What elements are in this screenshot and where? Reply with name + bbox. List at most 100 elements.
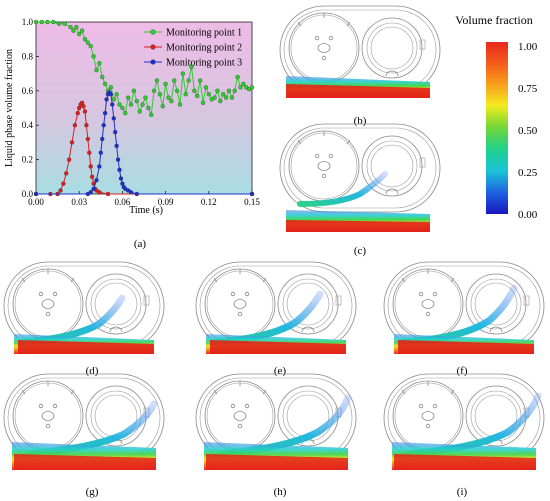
data-point	[82, 37, 88, 42]
y-tick-label: 0.8	[22, 51, 34, 61]
y-tick-label: 0.2	[22, 155, 33, 165]
data-point	[186, 78, 191, 83]
panel-d-simulation: (d)	[3, 261, 165, 377]
data-point	[102, 81, 108, 87]
data-point	[108, 85, 114, 90]
panel-label-c: (c)	[354, 245, 367, 257]
data-point	[206, 92, 211, 97]
y-axis-title: Liquid phase volume fraction	[4, 49, 15, 167]
data-point	[226, 88, 232, 93]
data-point	[218, 98, 223, 104]
legend-label: Monitoring point 1	[166, 28, 242, 39]
data-point	[68, 25, 73, 30]
data-point	[115, 157, 121, 162]
data-point	[88, 43, 93, 49]
data-point	[111, 116, 116, 121]
data-point	[56, 21, 62, 26]
data-point	[101, 123, 106, 128]
data-point	[69, 140, 75, 145]
series-3	[33, 90, 255, 197]
data-point	[64, 171, 69, 176]
data-point	[117, 102, 122, 107]
panel-label-d: (d)	[86, 365, 99, 377]
data-point	[74, 25, 79, 30]
panel-label-b: (b)	[354, 115, 367, 127]
data-point	[134, 191, 139, 197]
x-tick-label: 0.06	[115, 197, 131, 207]
data-point	[97, 190, 102, 195]
data-point	[97, 164, 102, 169]
data-point	[85, 40, 90, 45]
data-point	[134, 98, 139, 104]
data-point	[192, 88, 197, 93]
data-point	[90, 174, 95, 179]
data-point	[45, 19, 50, 25]
data-point	[151, 88, 157, 93]
data-point	[61, 181, 66, 186]
data-point	[235, 74, 240, 80]
x-tick-label: 0.12	[201, 197, 217, 207]
y-tick-label: 0.6	[22, 86, 34, 96]
data-point	[174, 88, 180, 93]
data-point	[123, 111, 128, 116]
data-point	[238, 85, 243, 90]
series-2	[33, 100, 255, 197]
x-axis-title: Time (s)	[129, 205, 163, 216]
data-point	[104, 97, 109, 102]
data-point	[108, 92, 114, 97]
panel-f-simulation: (f)	[383, 261, 545, 377]
data-point	[98, 150, 103, 155]
data-point	[229, 95, 234, 100]
panel-h-simulation: (h)	[195, 373, 357, 498]
data-point	[114, 143, 119, 148]
data-point	[149, 112, 154, 118]
data-point	[221, 92, 226, 97]
colorbar-title: Volume fraction	[455, 13, 532, 27]
panel-label-a: (a)	[134, 238, 147, 250]
data-point	[33, 191, 39, 197]
data-point	[100, 136, 105, 142]
data-point	[94, 178, 99, 183]
data-point	[137, 109, 142, 114]
data-point	[180, 71, 186, 76]
data-point	[91, 54, 96, 59]
series-line	[36, 21, 253, 117]
data-point	[183, 92, 188, 97]
data-point	[198, 78, 203, 83]
x-tick-label: 0.09	[158, 197, 174, 207]
data-point	[113, 129, 118, 135]
colorbar-tick-4: 0.00	[518, 209, 538, 221]
colorbar-tick-2: 0.50	[518, 125, 538, 137]
x-tick-label: 0.00	[28, 197, 44, 207]
x-tick-label: 0.15	[244, 197, 260, 207]
legend: Monitoring point 1 Monitoring point 2 Moni…	[144, 28, 242, 69]
data-point	[71, 28, 76, 33]
data-point	[91, 186, 96, 191]
data-point	[79, 28, 85, 33]
data-point	[51, 19, 56, 25]
panel-g-simulation: (g)	[3, 373, 165, 498]
data-point	[146, 105, 151, 111]
data-point	[88, 190, 93, 195]
panel-label-e: (e)	[274, 365, 287, 377]
panel-i-simulation: (i)	[383, 373, 545, 498]
panel-label-h: (h)	[274, 486, 287, 498]
y-tick-label: 0.4	[22, 120, 34, 130]
data-point	[102, 111, 108, 116]
data-point	[232, 88, 237, 93]
data-point	[66, 157, 72, 162]
data-point	[131, 88, 137, 93]
data-point	[62, 21, 67, 26]
panel-a-chart: 0.0 0.2 0.4 0.6 0.8 1.0 0.00 0.03 0.06 0.09 0.12 0…	[4, 17, 260, 250]
data-point	[200, 100, 206, 105]
data-point	[126, 95, 131, 100]
data-point	[177, 102, 183, 107]
data-point	[85, 136, 90, 142]
series-1	[33, 19, 255, 118]
data-point	[195, 93, 200, 99]
data-point	[140, 102, 145, 107]
panel-label-g: (g)	[86, 486, 99, 498]
data-point	[100, 74, 105, 80]
data-point	[249, 191, 255, 197]
